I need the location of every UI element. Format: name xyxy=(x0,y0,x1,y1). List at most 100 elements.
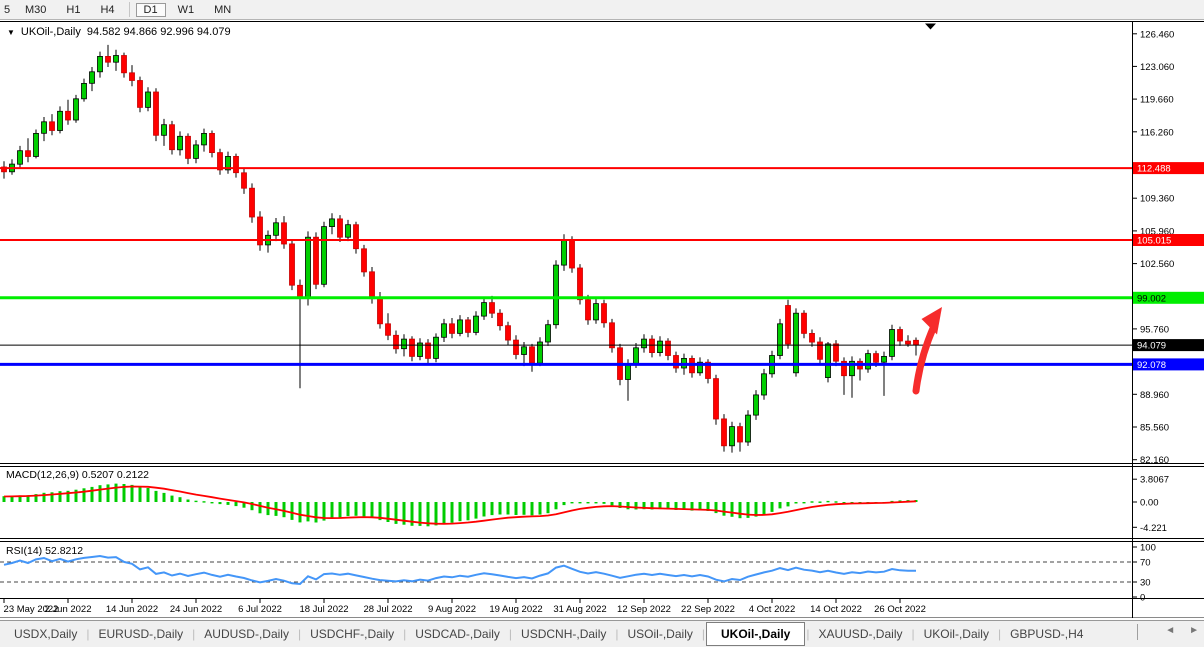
tab-xauusd-daily[interactable]: XAUUSD-,Daily xyxy=(818,627,903,641)
hline-price-label: 112.488 xyxy=(1137,164,1171,175)
tab-ukoil-daily[interactable]: UKOil-,Daily xyxy=(923,627,989,641)
chart-ohlc-values: 94.582 94.866 92.996 94.079 xyxy=(86,26,231,38)
candle-body xyxy=(897,329,903,342)
timeframe-button-d1[interactable]: D1 xyxy=(135,2,166,17)
candle-body xyxy=(185,135,191,159)
date-tick-label: 22 Sep 2022 xyxy=(681,604,735,615)
candle-body xyxy=(889,329,895,357)
tab-ukoil-daily[interactable]: UKOil-,Daily xyxy=(705,622,806,646)
tab-usdcnh-daily[interactable]: USDCNH-,Daily xyxy=(521,627,607,641)
tab-separator: | xyxy=(297,627,302,641)
tab-eurusd-daily[interactable]: EURUSD-,Daily xyxy=(98,627,184,641)
tab-usdchf-daily[interactable]: USDCHF-,Daily xyxy=(310,627,395,641)
tab-usoil-daily[interactable]: USOil-,Daily xyxy=(627,627,693,641)
date-tick-label: 6 Jul 2022 xyxy=(238,604,282,615)
timeframe-button-mn[interactable]: MN xyxy=(214,3,232,16)
chart-symbol-label: UKOil-,Daily xyxy=(20,26,81,38)
candle-body xyxy=(145,91,151,108)
date-tick-label: 14 Jun 2022 xyxy=(106,604,158,615)
timeframe-button-w1[interactable]: W1 xyxy=(177,3,195,16)
date-tick-label: 26 Oct 2022 xyxy=(874,604,926,615)
candle-body xyxy=(281,222,287,245)
price-chart[interactable]: 126.460 123.060 119.660 116.260 109.360 105.9… xyxy=(0,19,1204,620)
tab-usdx-daily[interactable]: USDX,Daily xyxy=(14,627,78,641)
tab-scroll-left-icon[interactable]: ◄ xyxy=(1165,625,1176,636)
price-tick-label: 123.060 xyxy=(1140,62,1174,73)
hline-price-badge xyxy=(1133,358,1204,371)
candle-body xyxy=(841,360,847,377)
price-axis: 126.460 123.060 119.660 116.260 109.360 105.9… xyxy=(1132,29,1174,466)
candle-body xyxy=(649,338,655,354)
candle-body xyxy=(433,336,439,359)
price-tick-label: 119.660 xyxy=(1140,95,1174,106)
tab-usdcad-daily[interactable]: USDCAD-,Daily xyxy=(415,627,500,641)
candle-body xyxy=(705,361,711,379)
price-tick-label: 102.560 xyxy=(1140,259,1174,270)
rsi-axis-label: 70 xyxy=(1140,558,1151,569)
price-tick-label: 116.260 xyxy=(1140,127,1174,138)
tab-separator: | xyxy=(701,627,705,641)
candle-body xyxy=(49,121,55,131)
candle-body xyxy=(521,346,527,355)
candle-body xyxy=(241,172,247,189)
candle-body xyxy=(361,248,367,273)
candle-body xyxy=(553,264,559,326)
timeframe-button-m30[interactable]: M30 xyxy=(25,3,47,16)
hline-price-label: 94.079 xyxy=(1137,341,1166,352)
tab-audusd-daily[interactable]: AUDUSD-,Daily xyxy=(204,627,289,641)
timeframe-button-h1[interactable]: H1 xyxy=(66,3,81,16)
date-tick-label: 23 May 2022 xyxy=(4,604,59,615)
tab-gbpusd-h4[interactable]: GBPUSD-,H4 xyxy=(1010,627,1084,641)
candle-body xyxy=(225,155,231,171)
candle-body xyxy=(297,284,303,299)
candle-body xyxy=(129,72,135,81)
up-trend-arrow[interactable] xyxy=(912,307,942,395)
tab-scroll-right-icon[interactable]: ► xyxy=(1189,625,1199,636)
candle-body xyxy=(745,414,751,443)
candle-body xyxy=(113,55,119,63)
candle-body xyxy=(345,224,351,238)
tab-separator: | xyxy=(615,627,619,641)
candle-body xyxy=(529,346,535,364)
candle-body xyxy=(825,343,831,378)
candle-body xyxy=(817,341,823,360)
tab-separator: | xyxy=(86,627,90,641)
candle-body xyxy=(337,218,343,238)
candle-body xyxy=(761,373,767,396)
candle-body xyxy=(449,323,455,334)
candle-body xyxy=(561,239,567,266)
symbol-tab-bar: USDX,Daily | EURUSD-,Daily | AUDUSD-,Daily | U… xyxy=(0,620,1204,647)
candle-body xyxy=(169,124,175,151)
tab-separator: | xyxy=(911,627,915,641)
candle-body xyxy=(409,338,415,357)
hline-price-badge xyxy=(1133,162,1204,175)
candle-body xyxy=(81,83,87,100)
candle-body xyxy=(289,243,295,286)
candle-body xyxy=(585,299,591,321)
candle-body xyxy=(329,218,335,227)
collapse-indicator-icon[interactable]: ▼ xyxy=(7,27,15,37)
rsi-axis-label: 0 xyxy=(1140,593,1145,604)
candle-body xyxy=(425,342,431,359)
scroll-to-end-marker-icon[interactable] xyxy=(925,23,936,30)
candle-body xyxy=(833,343,839,362)
candle-body xyxy=(737,426,743,443)
price-tick-label: 85.560 xyxy=(1140,423,1169,434)
date-tick-label: 31 Aug 2022 xyxy=(553,604,606,615)
candle-body xyxy=(217,152,223,171)
timeframe-button-h4[interactable]: H4 xyxy=(100,3,115,16)
candle-body xyxy=(393,334,399,350)
rsi-line xyxy=(3,554,917,586)
candle-body xyxy=(17,150,23,165)
price-tick-label: 82.160 xyxy=(1140,455,1169,466)
hline-price-label: 105.015 xyxy=(1137,236,1171,247)
rsi-axis-label: 100 xyxy=(1140,543,1156,554)
hline-price-badge xyxy=(1133,234,1204,246)
candle-body xyxy=(641,338,647,349)
candle-body xyxy=(33,132,39,157)
horizontal-level-lines[interactable] xyxy=(0,167,1132,366)
candle-body xyxy=(601,303,607,324)
candle-body xyxy=(369,271,375,300)
timeframe-button-partial[interactable]: 5 xyxy=(4,3,11,16)
macd-axis-label: -4.221 xyxy=(1140,523,1167,534)
